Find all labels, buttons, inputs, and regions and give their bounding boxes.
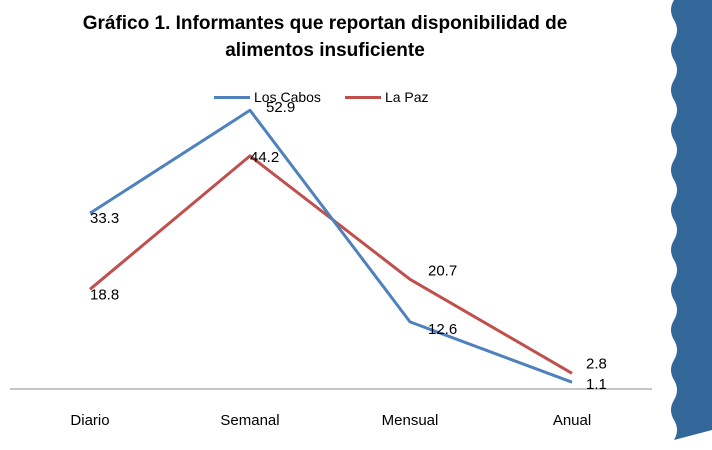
legend-swatch-la-paz xyxy=(344,95,381,99)
chart-legend: Los Cabos La Paz xyxy=(214,87,453,107)
x-tick-label-diario: Diario xyxy=(70,412,109,429)
chart-title-line-2: alimentos insuficiente xyxy=(225,40,425,61)
data-label-la-paz-diario: 18.8 xyxy=(90,286,119,303)
series-line-la-paz xyxy=(89,154,573,375)
legend-item-la-paz: La Paz xyxy=(344,89,429,105)
chart-title: Gráfico 1. Informantes que reportan disp… xyxy=(30,10,620,64)
x-tick-label-semanal: Semanal xyxy=(220,412,279,429)
legend-label-los-cabos: Los Cabos xyxy=(254,89,321,105)
legend-swatch-los-cabos xyxy=(214,95,250,99)
data-label-la-paz-anual: 2.8 xyxy=(586,355,607,372)
side-banner-decoration xyxy=(671,0,712,440)
chart-title-line-1: Gráfico 1. Informantes que reportan disp… xyxy=(82,13,568,34)
x-tick-label-anual: Anual xyxy=(553,412,591,429)
data-label-los-cabos-anual: 1.1 xyxy=(586,376,607,393)
legend-item-los-cabos: Los Cabos xyxy=(214,89,321,105)
series-line-los-cabos xyxy=(89,108,573,384)
legend-label-la-paz: La Paz xyxy=(384,89,429,105)
data-label-los-cabos-diario: 33.3 xyxy=(90,210,119,227)
data-label-los-cabos-semanal: 52.9 xyxy=(266,99,295,116)
data-label-la-paz-mensual: 20.7 xyxy=(428,262,457,279)
x-tick-label-mensual: Mensual xyxy=(382,412,439,429)
data-label-los-cabos-mensual: 12.6 xyxy=(428,321,457,338)
data-label-la-paz-semanal: 44.2 xyxy=(250,149,279,166)
